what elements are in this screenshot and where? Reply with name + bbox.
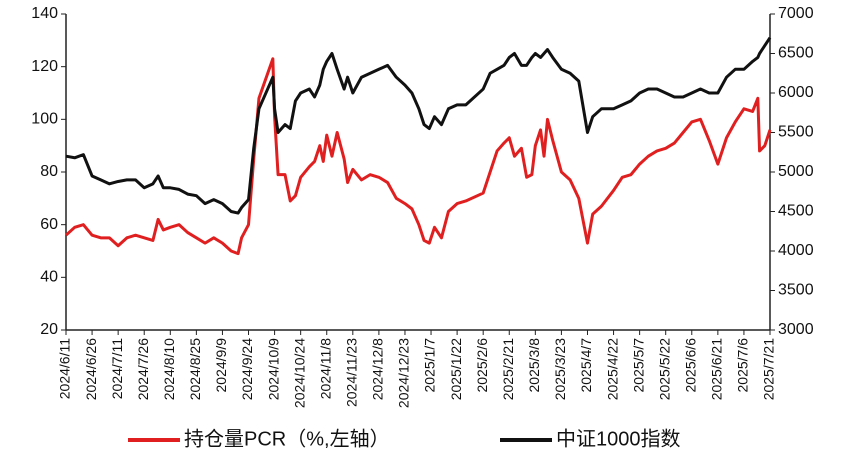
x-tick-label: 2025/2/21 [500, 338, 516, 400]
x-tick-label: 2024/7/26 [135, 338, 151, 400]
y-tick-label: 60 [40, 216, 58, 233]
legend-label: 中证1000指数 [556, 427, 681, 450]
series-line [65, 36, 772, 215]
x-tick-label: 2024/8/25 [187, 338, 203, 400]
y-tick-label: 120 [31, 58, 58, 75]
x-tick-label: 2025/4/7 [578, 338, 594, 393]
y-tick-label: 20 [40, 321, 58, 338]
x-tick-label: 2024/10/24 [291, 338, 307, 408]
x-tick-label: 2024/12/23 [396, 338, 412, 408]
x-tick-label: 2024/6/26 [83, 338, 99, 400]
x-tick-label: 2024/12/8 [370, 338, 386, 400]
x-tick-label: 2024/10/9 [265, 338, 281, 400]
y2-tick-label: 5000 [778, 163, 814, 180]
y2-tick-label: 6000 [778, 84, 814, 101]
x-tick-label: 2025/1/7 [422, 338, 438, 393]
x-tick-label: 2024/11/23 [344, 338, 360, 407]
x-tick-label: 2025/7/6 [735, 338, 751, 393]
legend-label: 持仓量PCR（%,左轴） [184, 427, 390, 450]
x-tick-label: 2025/4/22 [604, 338, 620, 400]
y2-tick-label: 4500 [778, 203, 814, 220]
y2-tick-label: 4000 [778, 242, 814, 259]
y2-tick-label: 6500 [778, 45, 814, 62]
x-tick-label: 2024/9/24 [239, 338, 255, 400]
x-tick-label: 2024/11/8 [317, 338, 333, 399]
x-tick-label: 2025/1/22 [448, 338, 464, 400]
series-line [64, 57, 772, 256]
x-tick-label: 2025/2/6 [474, 338, 490, 393]
x-tick-label: 2024/8/10 [161, 338, 177, 400]
x-tick-label: 2024/6/11 [57, 338, 73, 399]
x-tick-label: 2025/3/8 [526, 338, 542, 393]
x-tick-label: 2025/6/21 [709, 338, 725, 400]
y-tick-label: 40 [40, 269, 58, 286]
y2-tick-label: 3500 [778, 282, 814, 299]
y-tick-label: 140 [31, 5, 58, 22]
y-tick-label: 100 [31, 111, 58, 128]
y2-tick-label: 3000 [778, 321, 814, 338]
y2-tick-label: 5500 [778, 124, 814, 141]
y2-tick-label: 7000 [778, 5, 814, 22]
x-tick-label: 2025/6/6 [682, 338, 698, 393]
x-tick-label: 2025/3/23 [552, 338, 568, 400]
y-tick-label: 80 [40, 163, 58, 180]
x-tick-label: 2025/5/22 [656, 338, 672, 400]
x-tick-label: 2025/7/21 [761, 338, 777, 400]
x-tick-label: 2024/7/11 [109, 338, 125, 399]
x-tick-label: 2025/5/7 [630, 338, 646, 393]
x-tick-label: 2024/9/9 [213, 338, 229, 393]
